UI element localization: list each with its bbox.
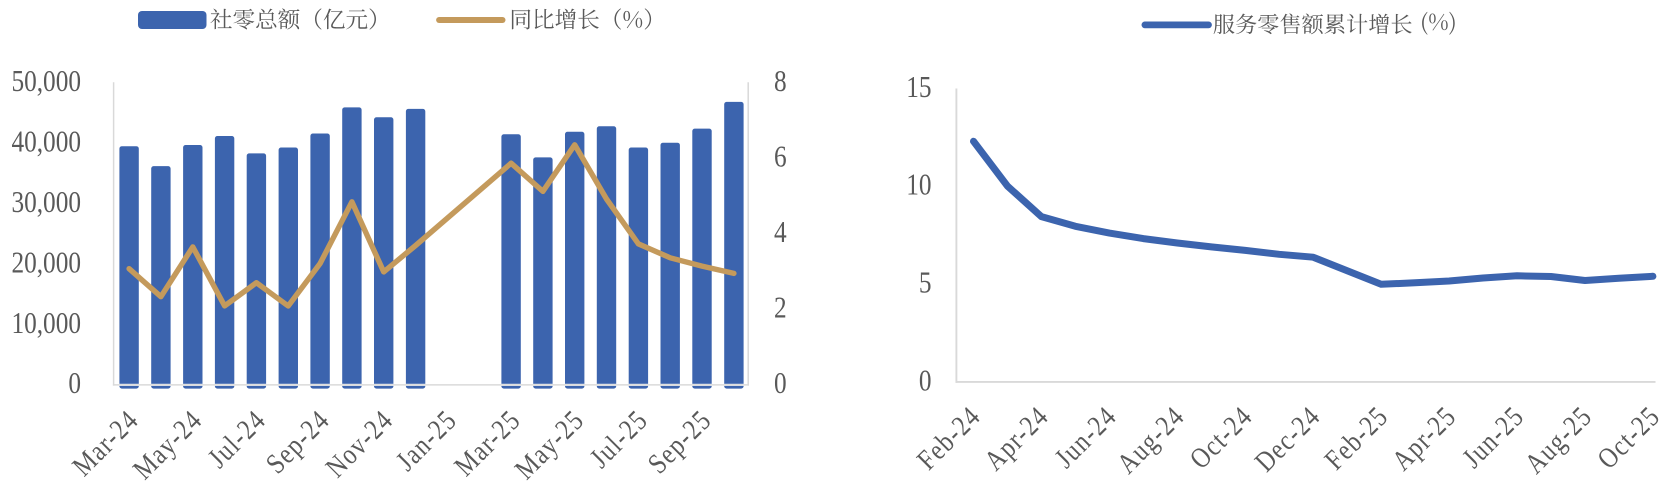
svg-text:30,000: 30,000 <box>11 186 81 220</box>
svg-text:5: 5 <box>919 267 932 301</box>
svg-text:50,000: 50,000 <box>11 65 81 99</box>
svg-text:8: 8 <box>774 65 787 99</box>
svg-text:10,000: 10,000 <box>11 307 81 341</box>
svg-text:6: 6 <box>774 141 787 175</box>
svg-text:2: 2 <box>774 292 787 326</box>
svg-text:15: 15 <box>906 71 931 105</box>
svg-text:0: 0 <box>774 367 787 401</box>
svg-text:0: 0 <box>919 364 932 398</box>
svg-text:10: 10 <box>906 169 931 203</box>
svg-text:40,000: 40,000 <box>11 125 81 159</box>
svg-text:4: 4 <box>774 216 787 250</box>
svg-text:20,000: 20,000 <box>11 246 81 280</box>
svg-text:0: 0 <box>68 367 81 401</box>
